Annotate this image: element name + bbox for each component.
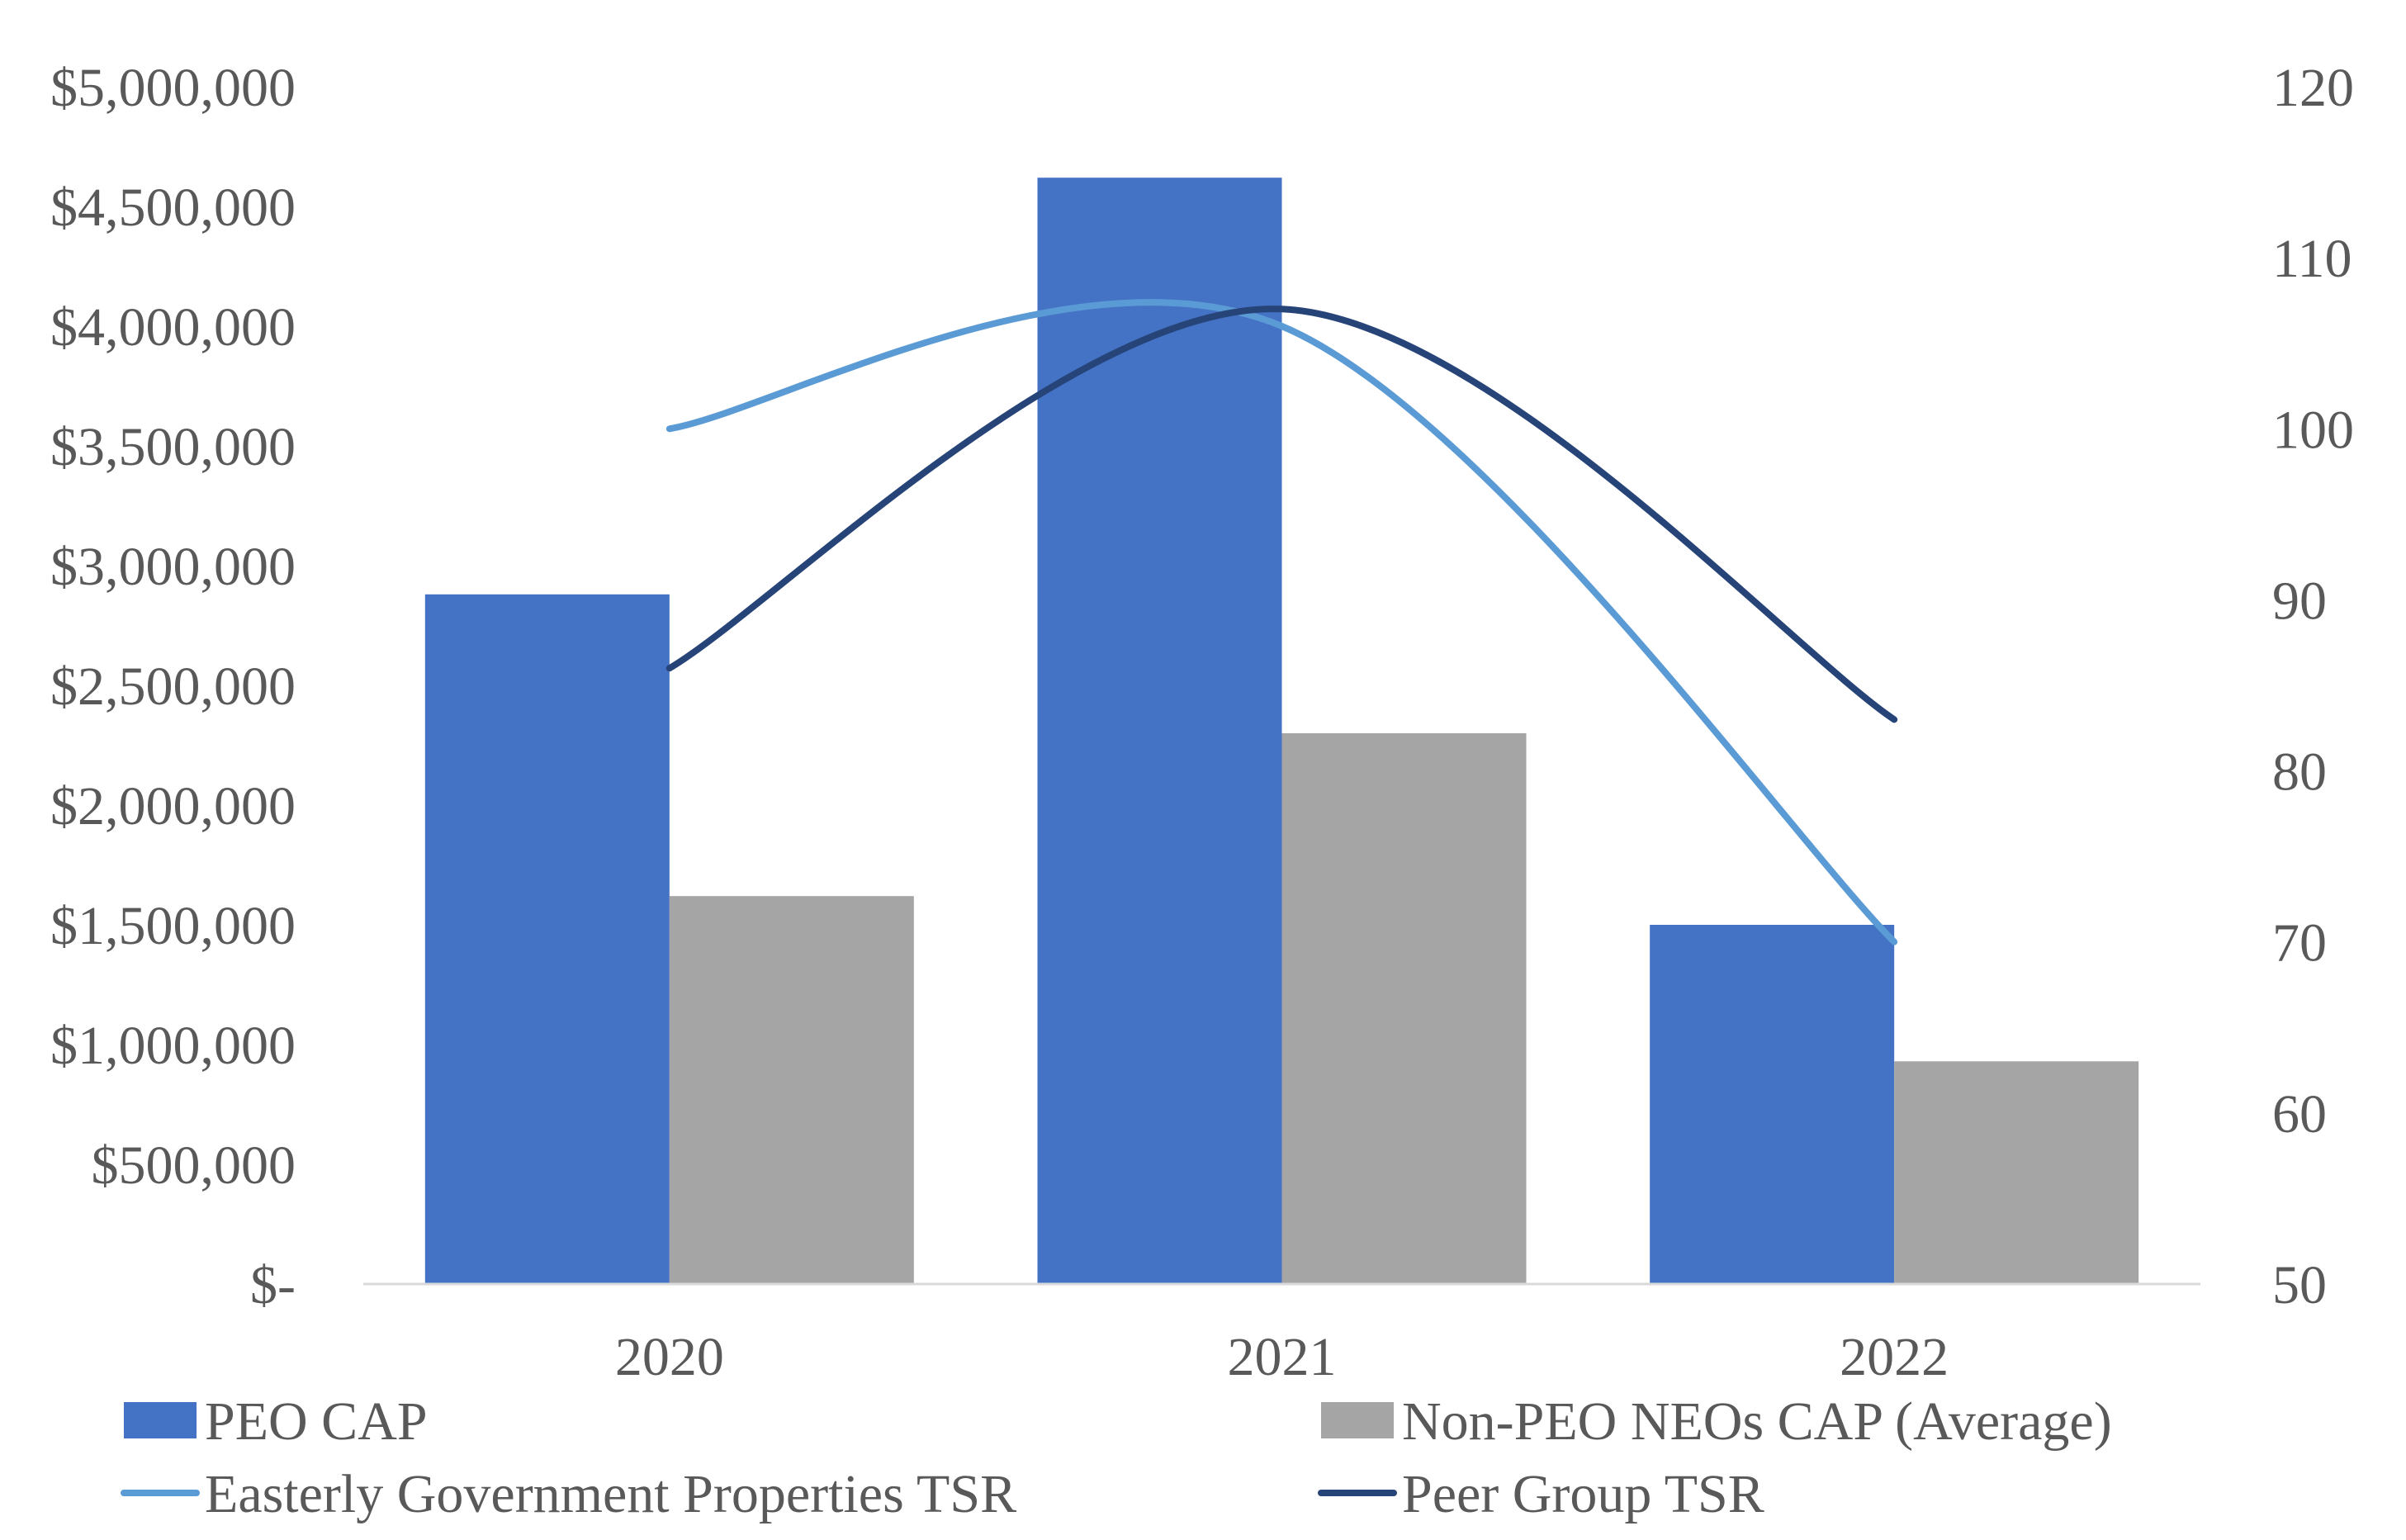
legend-label-peer-group-tsr: Peer Group TSR: [1402, 1464, 1764, 1524]
left-tick-label: $2,000,000: [50, 776, 296, 836]
bar-peo-cap-2022: [1650, 925, 1895, 1284]
left-tick-label: $500,000: [92, 1135, 296, 1196]
left-tick-label: $3,000,000: [50, 537, 296, 597]
x-tick-label: 2020: [615, 1327, 724, 1387]
bar-non-peo-neos-cap-average-2020: [669, 896, 914, 1284]
legend-swatch-peo-cap: [124, 1402, 197, 1438]
right-axis: 50 60 70 80 90 100 110 120: [2272, 58, 2354, 1315]
right-tick-label: 120: [2272, 58, 2354, 118]
right-tick-label: 90: [2272, 571, 2327, 631]
x-tick-label: 2022: [1840, 1327, 1949, 1387]
legend-label-peo-cap: PEO CAP: [205, 1391, 428, 1452]
left-tick-label: $-: [250, 1255, 296, 1315]
bars-layer: [424, 178, 2139, 1285]
line-easterly-government-properties-tsr: [665, 299, 1898, 945]
lines-layer: [665, 299, 1898, 945]
left-axis: $- $500,000 $1,000,000 $1,500,000 $2,000,000…: [50, 58, 296, 1315]
left-tick-label: $3,500,000: [50, 417, 296, 477]
left-tick-label: $5,000,000: [50, 58, 296, 118]
legend-label-non-peo-neos-cap-average: Non-PEO NEOs CAP (Average): [1402, 1391, 2112, 1452]
bar-non-peo-neos-cap-average-2021: [1281, 733, 1527, 1284]
left-tick-label: $4,500,000: [50, 178, 296, 238]
bar-peo-cap-2020: [424, 594, 670, 1284]
right-tick-label: 70: [2272, 913, 2327, 974]
left-tick-label: $1,000,000: [50, 1016, 296, 1076]
bar-peo-cap-2021: [1037, 178, 1282, 1285]
left-tick-label: $2,500,000: [50, 656, 296, 717]
right-tick-label: 110: [2272, 229, 2352, 289]
left-tick-label: $4,000,000: [50, 297, 296, 358]
x-axis: 2020 2021 2022: [615, 1327, 1949, 1387]
legend-label-easterly-government-properties-tsr: Easterly Government Properties TSR: [205, 1464, 1016, 1524]
legend-swatch-non-peo-neos-cap-average: [1321, 1402, 1394, 1438]
right-tick-label: 50: [2272, 1255, 2327, 1315]
right-tick-label: 60: [2272, 1084, 2327, 1144]
bar-non-peo-neos-cap-average-2022: [1894, 1061, 2139, 1284]
right-tick-label: 100: [2272, 400, 2354, 460]
x-tick-label: 2021: [1228, 1327, 1337, 1387]
right-tick-label: 80: [2272, 742, 2327, 803]
legend: PEO CAP Non-PEO NEOs CAP (Average) Easterl…: [121, 1391, 2112, 1524]
left-tick-label: $1,500,000: [50, 896, 296, 956]
